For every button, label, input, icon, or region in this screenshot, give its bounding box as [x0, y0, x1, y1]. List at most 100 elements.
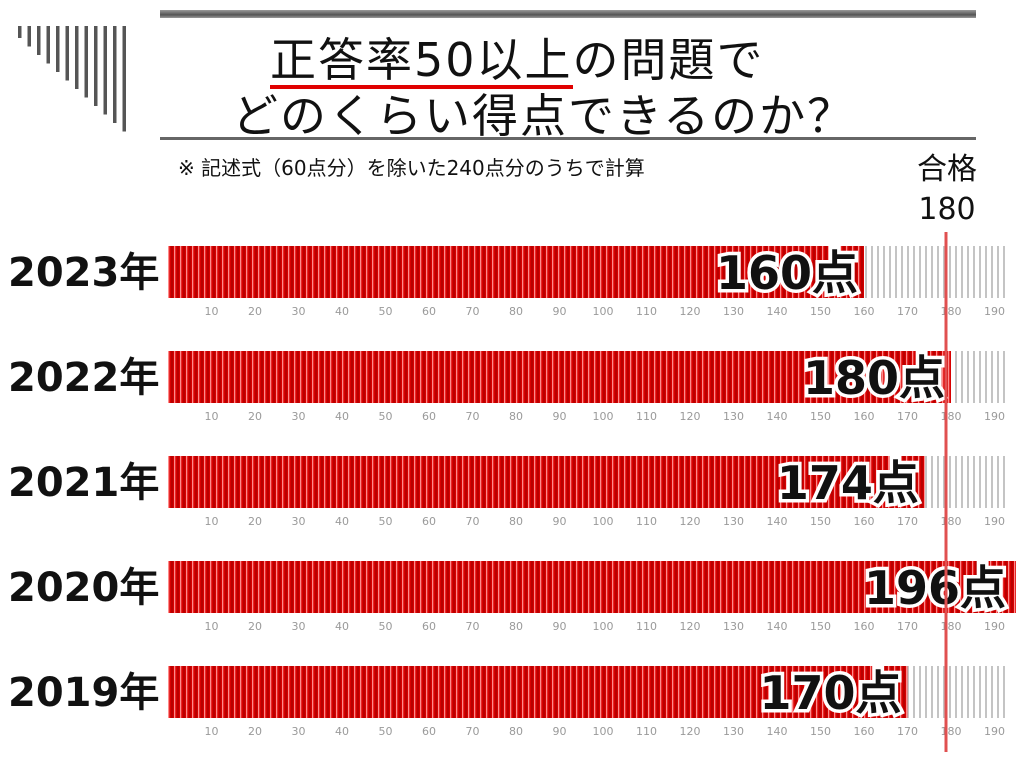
title-highlight: 正答率50以上 [270, 33, 573, 87]
tick-label: 120 [680, 305, 701, 318]
score-bar [168, 246, 864, 298]
score-value-label: 160点 [716, 246, 858, 300]
tick-label: 30 [292, 410, 306, 423]
tick-label: 80 [509, 305, 523, 318]
tick-label: 160 [854, 725, 875, 738]
title-line-1-rest: の問題で [572, 33, 765, 87]
tick-label: 40 [335, 515, 349, 528]
bar-row: 2022年 10 20 30 40 50 60 70 80 90 100 110 120 130 140 15… [8, 348, 1007, 423]
bar-row: 2021年 10 20 30 40 50 60 70 80 90 100 110 120 130 140 15… [8, 453, 1007, 528]
tick-label: 30 [292, 725, 306, 738]
corner-stripe [94, 26, 98, 106]
tick-label: 190 [984, 515, 1005, 528]
year-label: 2019年 [8, 670, 159, 716]
tick-label: 120 [680, 515, 701, 528]
tick-label: 100 [593, 410, 614, 423]
calculation-note: ※ 記述式（60点分）を除いた240点分のうちで計算 [178, 156, 645, 180]
tick-label: 30 [292, 515, 306, 528]
year-label: 2023年 [8, 250, 159, 296]
tick-label: 110 [636, 515, 657, 528]
corner-stripe [113, 26, 117, 123]
tick-label: 30 [292, 305, 306, 318]
tick-label: 140 [767, 620, 788, 633]
tick-label: 70 [466, 410, 480, 423]
tick-label: 130 [723, 515, 744, 528]
bar-row: 2020年 10 20 30 40 50 60 70 80 90 100 110 120 130 140 15… [8, 558, 1016, 633]
tick-label: 170 [897, 305, 918, 318]
pass-label-text: 合格 [917, 152, 977, 187]
tick-label: 150 [810, 725, 831, 738]
tick-label: 50 [379, 620, 393, 633]
year-label: 2020年 [8, 565, 159, 611]
tick-label: 10 [205, 620, 219, 633]
tick-label: 60 [422, 515, 436, 528]
tick-label: 20 [248, 725, 262, 738]
tick-label: 90 [553, 725, 567, 738]
tick-label: 70 [466, 515, 480, 528]
tick-label: 130 [723, 620, 744, 633]
tick-label: 30 [292, 620, 306, 633]
tick-label: 70 [466, 620, 480, 633]
tick-label: 110 [636, 305, 657, 318]
tick-label: 100 [593, 515, 614, 528]
tick-label: 40 [335, 410, 349, 423]
tick-label: 140 [767, 725, 788, 738]
tick-label: 80 [509, 515, 523, 528]
tick-label: 170 [897, 515, 918, 528]
corner-stripe [84, 26, 88, 98]
pass-label-value: 180 [918, 192, 976, 227]
corner-stripe [18, 26, 22, 38]
tick-label: 60 [422, 410, 436, 423]
tick-label: 140 [767, 305, 788, 318]
tick-label: 20 [248, 410, 262, 423]
tick-label: 40 [335, 725, 349, 738]
score-value-label: 174点 [777, 456, 919, 510]
tick-label: 60 [422, 305, 436, 318]
score-bar [168, 561, 1016, 613]
tick-label: 160 [854, 620, 875, 633]
corner-stripes-decoration [18, 26, 126, 132]
tick-label: 180 [941, 410, 962, 423]
tick-label: 10 [205, 725, 219, 738]
bar-row: 2023年 10 20 30 40 50 60 70 80 90 100 110 120 130 140 15… [8, 243, 1007, 318]
tick-label: 80 [509, 620, 523, 633]
tick-label: 20 [248, 305, 262, 318]
tick-label: 150 [810, 410, 831, 423]
tick-label: 140 [767, 515, 788, 528]
tick-label: 40 [335, 305, 349, 318]
corner-stripe [27, 26, 31, 47]
tick-label: 40 [335, 620, 349, 633]
tick-label: 130 [723, 410, 744, 423]
tick-label: 70 [466, 725, 480, 738]
score-value-label: 170点 [759, 666, 901, 720]
corner-stripe [103, 26, 107, 115]
tick-label: 10 [205, 515, 219, 528]
tick-label: 100 [593, 620, 614, 633]
tick-label: 90 [553, 515, 567, 528]
top-rule [160, 10, 976, 18]
tick-label: 110 [636, 620, 657, 633]
tick-label: 170 [897, 410, 918, 423]
tick-label: 120 [680, 620, 701, 633]
corner-stripe [75, 26, 79, 89]
tick-label: 80 [509, 410, 523, 423]
tick-label: 190 [984, 305, 1005, 318]
score-value-label: 196点 [864, 561, 1006, 615]
title-line-1: 正答率50以上の問題で [270, 24, 765, 90]
tick-label: 160 [854, 515, 875, 528]
tick-label: 60 [422, 725, 436, 738]
tick-label: 20 [248, 515, 262, 528]
tick-label: 120 [680, 410, 701, 423]
tick-label: 190 [984, 620, 1005, 633]
tick-label: 150 [810, 305, 831, 318]
year-label: 2022年 [8, 355, 159, 401]
corner-stripe [65, 26, 69, 81]
tick-label: 130 [723, 725, 744, 738]
tick-label: 10 [205, 305, 219, 318]
tick-label: 100 [593, 305, 614, 318]
tick-label: 120 [680, 725, 701, 738]
tick-label: 80 [509, 725, 523, 738]
tick-label: 180 [941, 515, 962, 528]
score-bar [168, 351, 951, 403]
